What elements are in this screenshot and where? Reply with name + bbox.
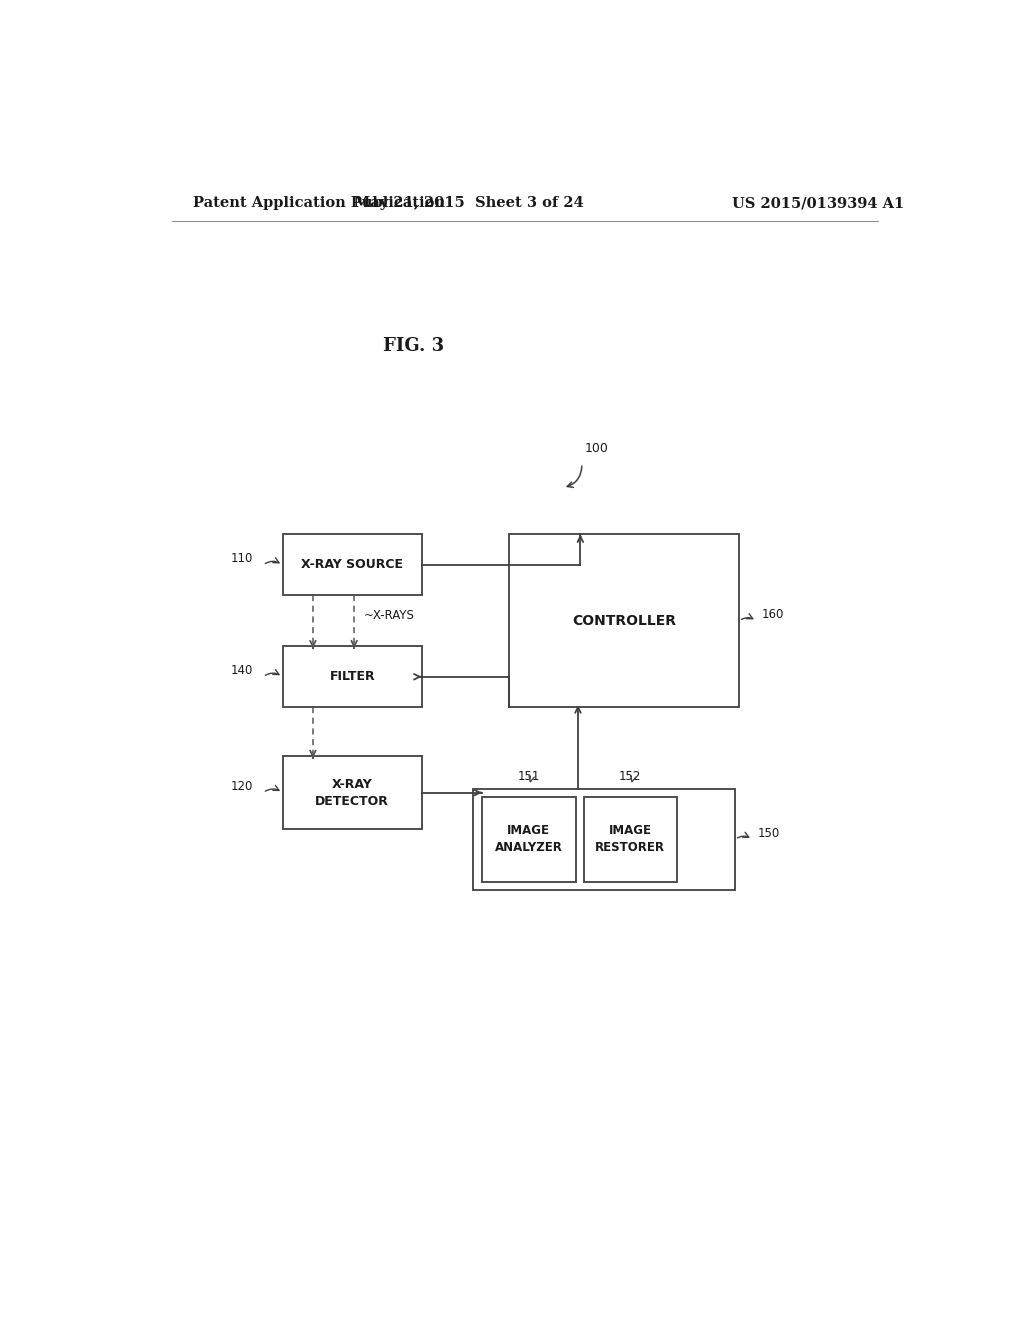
Bar <box>584 797 677 882</box>
Text: Patent Application Publication: Patent Application Publication <box>194 197 445 210</box>
Bar <box>283 647 422 708</box>
Text: 110: 110 <box>231 552 254 565</box>
Text: May 21, 2015  Sheet 3 of 24: May 21, 2015 Sheet 3 of 24 <box>354 197 584 210</box>
Text: 152: 152 <box>620 770 642 783</box>
Text: IMAGE
RESTORER: IMAGE RESTORER <box>595 825 666 854</box>
Text: X-RAY
DETECTOR: X-RAY DETECTOR <box>315 777 389 808</box>
Bar <box>283 756 422 829</box>
Bar <box>473 788 735 890</box>
Text: US 2015/0139394 A1: US 2015/0139394 A1 <box>732 197 904 210</box>
Text: IMAGE
ANALYZER: IMAGE ANALYZER <box>495 825 563 854</box>
Text: 150: 150 <box>758 826 779 840</box>
Text: 100: 100 <box>585 442 608 454</box>
Text: 120: 120 <box>231 780 254 793</box>
Text: 160: 160 <box>761 609 783 622</box>
Text: FILTER: FILTER <box>330 671 375 684</box>
Text: CONTROLLER: CONTROLLER <box>572 614 676 628</box>
Bar <box>509 535 739 708</box>
Text: FIG. 3: FIG. 3 <box>383 338 444 355</box>
Text: 140: 140 <box>231 664 254 677</box>
Bar <box>482 797 575 882</box>
Text: X-RAY SOURCE: X-RAY SOURCE <box>301 558 403 572</box>
Text: ~X-RAYS: ~X-RAYS <box>364 610 415 622</box>
Bar <box>283 535 422 595</box>
Text: 151: 151 <box>517 770 540 783</box>
